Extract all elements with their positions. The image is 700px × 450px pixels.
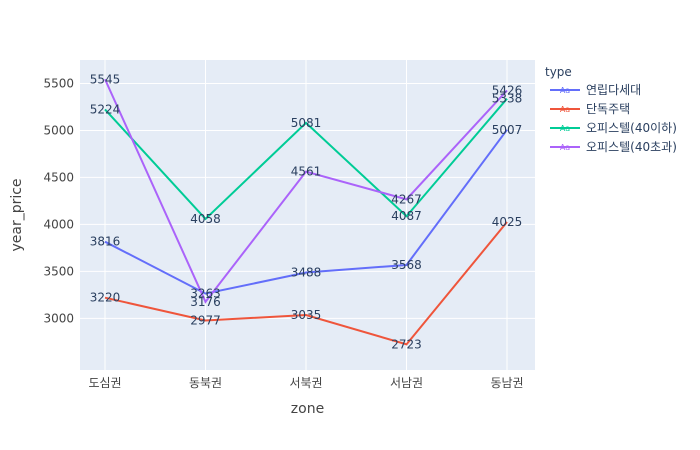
- y-tick-label: 5000: [43, 123, 74, 137]
- legend: type Aa 연립다세대 Aa 단독주택 Aa 오피스텔(40이하) Aa 오피스텔(40초…: [545, 65, 677, 154]
- legend-symbol: Aa: [560, 86, 570, 95]
- y-axis-title: year_price: [9, 178, 25, 251]
- data-label: 3816: [90, 235, 121, 249]
- plot-background: [80, 60, 535, 370]
- data-label: 4267: [391, 192, 422, 206]
- data-label: 5007: [492, 123, 523, 137]
- legend-symbol: Aa: [560, 143, 570, 152]
- data-label: 3035: [291, 308, 322, 322]
- legend-label: 연립다세대: [586, 83, 641, 97]
- data-label: 3568: [391, 258, 422, 272]
- y-tick-label: 4000: [43, 217, 74, 231]
- x-tick-label: 도심권: [88, 376, 121, 390]
- data-label: 5081: [291, 116, 322, 130]
- y-axis-ticks: 3000 3500 4000 4500 5000 5500: [43, 76, 74, 325]
- legend-symbol: Aa: [560, 105, 570, 114]
- legend-label: 단독주택: [586, 102, 630, 116]
- x-axis-ticks: 도심권 동북권 서북권 서남권 동남권: [88, 376, 523, 390]
- data-label: 3488: [291, 265, 322, 279]
- y-tick-label: 3500: [43, 264, 74, 278]
- x-axis-title: zone: [291, 401, 324, 417]
- y-tick-label: 5500: [43, 76, 74, 90]
- data-label: 2723: [391, 337, 422, 351]
- data-label: 4561: [291, 165, 322, 179]
- data-label: 2977: [190, 313, 221, 327]
- legend-label: 오피스텔(40이하): [586, 121, 677, 135]
- data-label: 5426: [492, 83, 523, 97]
- x-tick-label: 서북권: [289, 376, 322, 390]
- x-tick-label: 동북권: [189, 376, 222, 390]
- legend-symbol: Aa: [560, 124, 570, 133]
- y-tick-label: 3000: [43, 311, 74, 325]
- data-label: 3220: [90, 291, 121, 305]
- data-label: 5545: [90, 72, 121, 86]
- data-label: 4025: [492, 215, 523, 229]
- legend-title: type: [545, 65, 572, 79]
- legend-label: 오피스텔(40초과): [586, 140, 677, 154]
- x-tick-label: 동남권: [490, 376, 523, 390]
- data-label: 4058: [190, 212, 221, 226]
- data-label: 4087: [391, 209, 422, 223]
- x-tick-label: 서남권: [390, 376, 423, 390]
- data-label: 3176: [190, 295, 221, 309]
- y-tick-label: 4500: [43, 170, 74, 184]
- data-label: 5224: [90, 102, 121, 116]
